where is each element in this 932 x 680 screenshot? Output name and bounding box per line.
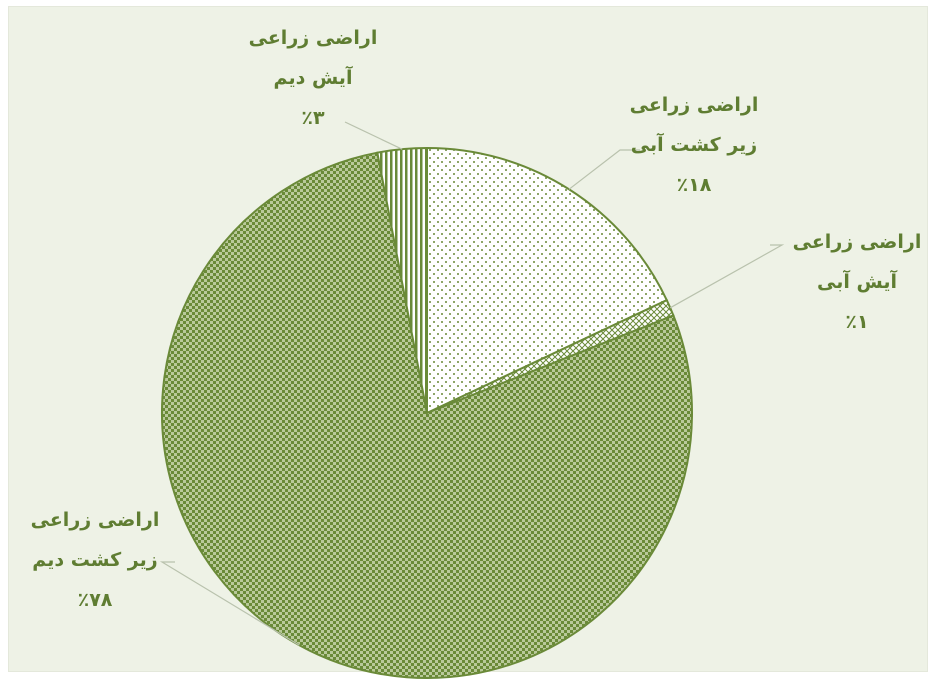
label-percent: ٪۱۸ xyxy=(676,174,712,196)
label-irrigated-fallow: اراضی زراعی آیش آبی ٪۱ xyxy=(782,222,932,342)
label-irrigated-cultivated: اراضی زراعی زیر کشت آبی ٪۱۸ xyxy=(604,85,784,205)
label-percent: ٪۳ xyxy=(301,107,325,129)
label-line1: اراضی زراعی xyxy=(30,509,160,531)
leader-line xyxy=(669,244,785,309)
label-percent: ٪۱ xyxy=(845,311,869,333)
slice-rainfed-cultivated xyxy=(160,151,693,679)
leader-line xyxy=(568,149,640,190)
label-rainfed-fallow: اراضی زراعی آیش دیم ٪۳ xyxy=(228,18,398,138)
slice-irrigated-cultivated xyxy=(426,146,669,415)
label-line2: آیش دیم xyxy=(273,67,353,89)
label-line2: آیش آبی xyxy=(817,271,897,293)
leader-line xyxy=(344,121,403,150)
leader-line xyxy=(159,561,300,646)
label-rainfed-cultivated: اراضی زراعی زیر کشت دیم ٪۷۸ xyxy=(10,500,180,620)
label-line1: اراضی زراعی xyxy=(792,231,922,253)
label-line2: زیر کشت آبی xyxy=(630,134,758,156)
label-line1: اراضی زراعی xyxy=(629,94,759,116)
label-line2: زیر کشت دیم xyxy=(32,549,158,571)
label-line1: اراضی زراعی xyxy=(248,27,378,49)
label-percent: ٪۷۸ xyxy=(77,589,113,611)
